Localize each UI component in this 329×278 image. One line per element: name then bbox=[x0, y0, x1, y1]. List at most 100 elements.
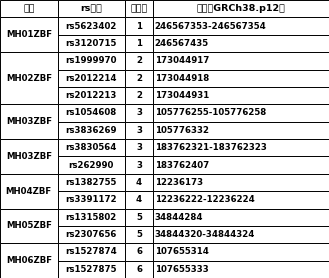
Text: 1: 1 bbox=[136, 39, 142, 48]
Text: MH03ZBF: MH03ZBF bbox=[6, 152, 52, 161]
Bar bbox=[125, 174, 153, 191]
Text: rs2012214: rs2012214 bbox=[65, 74, 117, 83]
Text: 105776255-105776258: 105776255-105776258 bbox=[155, 108, 266, 117]
Text: rs1382755: rs1382755 bbox=[65, 178, 117, 187]
Bar bbox=[153, 208, 329, 226]
Bar bbox=[58, 191, 125, 208]
Bar bbox=[125, 208, 153, 226]
Text: 105776332: 105776332 bbox=[155, 126, 209, 135]
Text: 2: 2 bbox=[136, 74, 142, 83]
Text: 34844320-34844324: 34844320-34844324 bbox=[155, 230, 255, 239]
Text: 107655314: 107655314 bbox=[155, 247, 209, 256]
Bar bbox=[125, 0, 153, 17]
Bar bbox=[153, 174, 329, 191]
Bar bbox=[153, 87, 329, 104]
Text: 染色体: 染色体 bbox=[130, 4, 148, 13]
Bar bbox=[0, 52, 58, 104]
Bar bbox=[153, 122, 329, 139]
Bar bbox=[0, 104, 58, 139]
Text: 246567353-246567354: 246567353-246567354 bbox=[155, 22, 266, 31]
Bar bbox=[125, 104, 153, 122]
Text: 4: 4 bbox=[136, 178, 142, 187]
Bar bbox=[0, 243, 58, 278]
Text: 3: 3 bbox=[136, 143, 142, 152]
Bar bbox=[125, 156, 153, 174]
Text: 位点: 位点 bbox=[23, 4, 35, 13]
Text: rs1527875: rs1527875 bbox=[65, 265, 117, 274]
Bar bbox=[153, 52, 329, 70]
Bar bbox=[58, 261, 125, 278]
Bar bbox=[125, 139, 153, 156]
Text: MH06ZBF: MH06ZBF bbox=[6, 256, 52, 265]
Bar bbox=[125, 261, 153, 278]
Text: rs3391172: rs3391172 bbox=[65, 195, 117, 204]
Text: 3: 3 bbox=[136, 108, 142, 117]
Text: 12236222-12236224: 12236222-12236224 bbox=[155, 195, 254, 204]
Text: rs2012213: rs2012213 bbox=[65, 91, 117, 100]
Text: MH02ZBF: MH02ZBF bbox=[6, 74, 52, 83]
Text: 173044918: 173044918 bbox=[155, 74, 209, 83]
Text: 1: 1 bbox=[136, 22, 142, 31]
Text: rs3836269: rs3836269 bbox=[65, 126, 117, 135]
Bar bbox=[58, 174, 125, 191]
Text: rs1527874: rs1527874 bbox=[65, 247, 117, 256]
Bar bbox=[58, 52, 125, 70]
Bar bbox=[0, 139, 58, 174]
Text: 173044931: 173044931 bbox=[155, 91, 209, 100]
Text: 12236173: 12236173 bbox=[155, 178, 203, 187]
Text: 183762321-183762323: 183762321-183762323 bbox=[155, 143, 266, 152]
Bar bbox=[153, 156, 329, 174]
Bar bbox=[125, 87, 153, 104]
Text: MH01ZBF: MH01ZBF bbox=[6, 30, 52, 39]
Bar bbox=[153, 261, 329, 278]
Text: 4: 4 bbox=[136, 195, 142, 204]
Text: 3: 3 bbox=[136, 161, 142, 170]
Bar bbox=[58, 156, 125, 174]
Text: rs1054608: rs1054608 bbox=[66, 108, 117, 117]
Text: rs编号: rs编号 bbox=[80, 4, 102, 13]
Bar bbox=[125, 191, 153, 208]
Bar bbox=[153, 17, 329, 35]
Bar bbox=[125, 70, 153, 87]
Text: rs3830564: rs3830564 bbox=[65, 143, 117, 152]
Bar bbox=[58, 243, 125, 261]
Bar bbox=[0, 174, 58, 208]
Bar bbox=[153, 191, 329, 208]
Text: rs3120715: rs3120715 bbox=[65, 39, 117, 48]
Bar bbox=[0, 208, 58, 243]
Bar bbox=[125, 243, 153, 261]
Text: 2: 2 bbox=[136, 56, 142, 65]
Bar bbox=[0, 17, 58, 52]
Text: MH05ZBF: MH05ZBF bbox=[6, 221, 52, 230]
Bar bbox=[125, 52, 153, 70]
Bar bbox=[58, 70, 125, 87]
Bar bbox=[58, 35, 125, 52]
Bar bbox=[153, 104, 329, 122]
Text: rs262990: rs262990 bbox=[69, 161, 114, 170]
Bar bbox=[153, 139, 329, 156]
Bar bbox=[58, 17, 125, 35]
Text: 2: 2 bbox=[136, 91, 142, 100]
Text: 位置（GRCh38.p12）: 位置（GRCh38.p12） bbox=[196, 4, 286, 13]
Bar bbox=[153, 70, 329, 87]
Bar bbox=[58, 208, 125, 226]
Bar bbox=[58, 139, 125, 156]
Text: 3: 3 bbox=[136, 126, 142, 135]
Text: 173044917: 173044917 bbox=[155, 56, 209, 65]
Text: 34844284: 34844284 bbox=[155, 213, 203, 222]
Bar bbox=[125, 35, 153, 52]
Text: rs2307656: rs2307656 bbox=[65, 230, 117, 239]
Bar bbox=[125, 17, 153, 35]
Text: MH04ZBF: MH04ZBF bbox=[6, 187, 52, 196]
Text: 183762407: 183762407 bbox=[155, 161, 209, 170]
Text: 6: 6 bbox=[136, 247, 142, 256]
Bar bbox=[153, 243, 329, 261]
Text: rs1315802: rs1315802 bbox=[66, 213, 117, 222]
Text: rs1999970: rs1999970 bbox=[65, 56, 117, 65]
Bar bbox=[153, 35, 329, 52]
Bar bbox=[58, 0, 125, 17]
Bar bbox=[153, 226, 329, 243]
Text: rs5623402: rs5623402 bbox=[65, 22, 117, 31]
Text: MH03ZBF: MH03ZBF bbox=[6, 117, 52, 126]
Bar bbox=[125, 122, 153, 139]
